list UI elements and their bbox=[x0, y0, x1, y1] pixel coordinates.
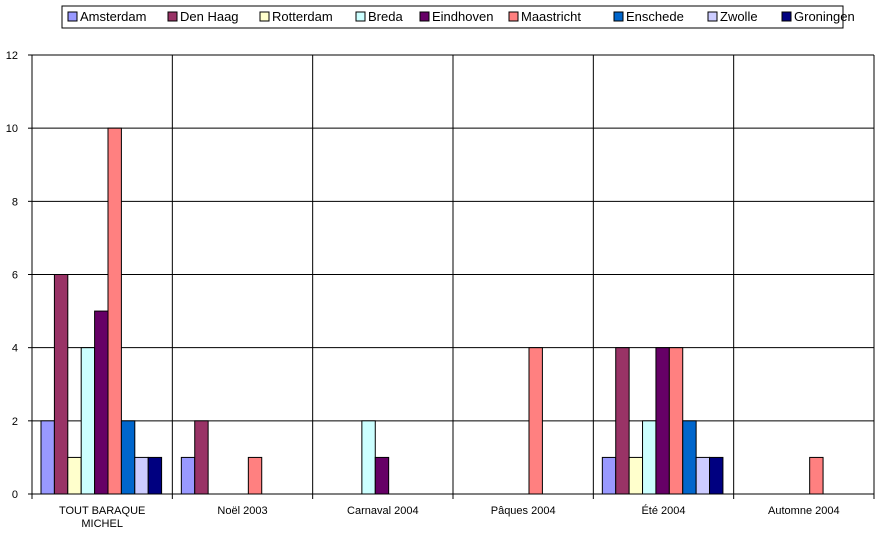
bar-eindhoven bbox=[655, 347, 670, 495]
bar-amsterdam bbox=[180, 456, 196, 495]
legend-swatch bbox=[419, 11, 430, 22]
legend-swatch bbox=[613, 11, 624, 22]
legend-label: Zwolle bbox=[720, 9, 758, 24]
y-tick-label: 4 bbox=[12, 343, 18, 355]
x-tick-label: Noël 2003 bbox=[217, 505, 267, 517]
legend bbox=[61, 5, 844, 29]
legend-swatch bbox=[167, 11, 178, 22]
x-tick-label: TOUT BARAQUE MICHEL bbox=[59, 505, 145, 530]
bar-zwolle bbox=[695, 456, 711, 495]
x-tick-label: Été 2004 bbox=[641, 504, 685, 517]
legend-label: Amsterdam bbox=[80, 9, 146, 24]
bar-breda bbox=[361, 420, 376, 495]
legend-swatch bbox=[508, 11, 519, 22]
bar-groningen bbox=[147, 456, 163, 495]
legend-label: Maastricht bbox=[521, 9, 581, 24]
bar-enschede bbox=[682, 420, 697, 495]
bar-maastricht bbox=[528, 347, 543, 495]
bar-maastricht bbox=[809, 456, 824, 495]
bar-den-haag bbox=[194, 420, 209, 495]
bar-maastricht bbox=[668, 347, 684, 495]
legend-label: Eindhoven bbox=[432, 9, 493, 24]
bar-breda bbox=[642, 420, 657, 495]
bar-den-haag bbox=[615, 347, 630, 495]
bar-eindhoven bbox=[94, 310, 109, 495]
y-tick-label: 10 bbox=[6, 123, 18, 135]
legend-swatch bbox=[259, 11, 270, 22]
bar-maastricht bbox=[107, 127, 122, 495]
legend-label: Breda bbox=[368, 9, 403, 24]
x-tick-label: Carnaval 2004 bbox=[347, 505, 419, 517]
bar-eindhoven bbox=[374, 456, 390, 495]
legend-swatch bbox=[67, 11, 78, 22]
bar-rotterdam bbox=[67, 456, 82, 495]
y-tick-label: 2 bbox=[12, 416, 18, 428]
legend-swatch bbox=[781, 11, 792, 22]
legend-swatch bbox=[707, 11, 718, 22]
bar-zwolle bbox=[134, 456, 149, 495]
y-tick-label: 8 bbox=[12, 196, 18, 208]
legend-label: Groningen bbox=[794, 9, 855, 24]
bar-den-haag bbox=[53, 274, 69, 495]
bar-rotterdam bbox=[628, 456, 644, 495]
y-tick-label: 6 bbox=[12, 270, 18, 282]
legend-swatch bbox=[355, 11, 366, 22]
bar-breda bbox=[80, 347, 96, 495]
y-tick-label: 12 bbox=[6, 50, 18, 62]
legend-label: Enschede bbox=[626, 9, 684, 24]
bar-amsterdam bbox=[601, 456, 617, 495]
x-tick-label: Automne 2004 bbox=[768, 505, 840, 517]
bar-amsterdam bbox=[40, 420, 55, 495]
legend-label: Rotterdam bbox=[272, 9, 333, 24]
bar-maastricht bbox=[247, 456, 263, 495]
bar-enschede bbox=[120, 420, 136, 495]
legend-label: Den Haag bbox=[180, 9, 239, 24]
x-tick-label: Pâques 2004 bbox=[491, 505, 556, 517]
y-tick-label: 0 bbox=[12, 489, 18, 501]
bar-groningen bbox=[709, 456, 724, 495]
